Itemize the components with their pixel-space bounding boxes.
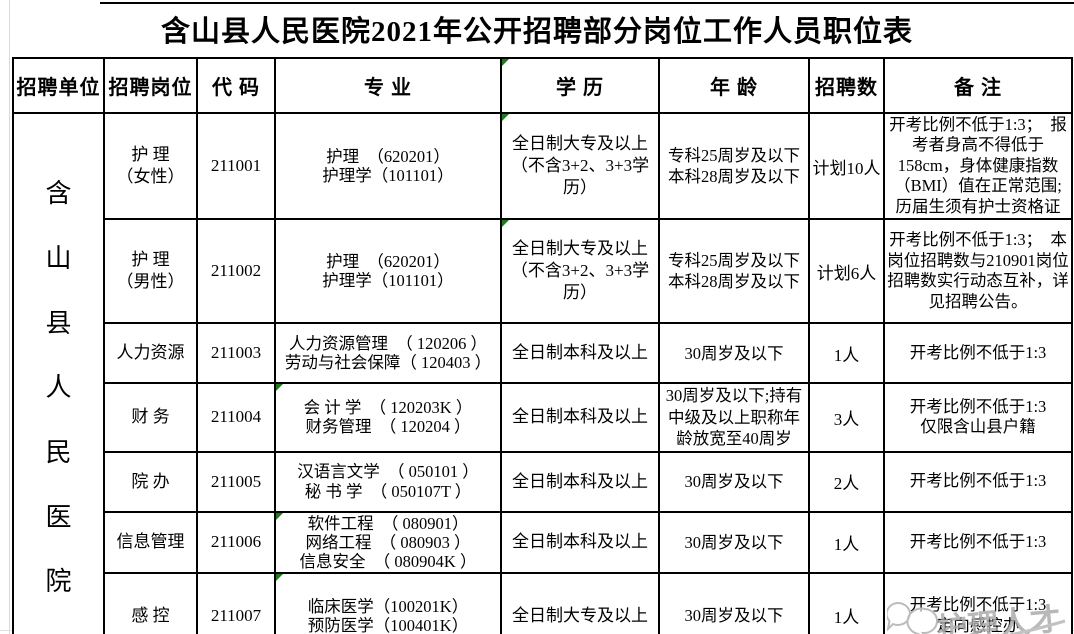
column-header-code: 代 码	[196, 57, 276, 114]
comment-marker	[503, 60, 509, 66]
unit-char: 民	[45, 438, 72, 468]
comment-marker	[503, 221, 509, 228]
gridline-left	[9, 0, 10, 634]
cell-count: 1人	[808, 510, 885, 574]
cell-code: 211002	[196, 218, 276, 325]
cell-age: 30周岁及以下	[658, 571, 810, 634]
comment-marker	[277, 574, 283, 581]
cell-remark: 开考比例不低于1:3	[883, 510, 1073, 574]
column-header-post: 招聘岗位	[103, 57, 198, 114]
comment-marker	[277, 385, 283, 392]
cell-major-text: 会 计 学 （ 120203K ） 财务管理 （ 120204 ）	[303, 398, 473, 437]
cell-count: 1人	[808, 571, 885, 634]
cell-edu-text: 全日制大专及以上（不含3+2、3+3学历）	[510, 133, 650, 198]
column-header-edu-label: 学 历	[556, 77, 604, 99]
column-header-major: 专 业	[274, 57, 502, 114]
cell-remark: 开考比例不低于1:3	[883, 450, 1073, 513]
unit-vertical-name: 含 山 县 人 民 医 院	[16, 133, 101, 634]
cell-count: 3人	[808, 382, 885, 453]
cell-major: 软件工程 （ 080901） 网络工程 （ 080903 ） 信息安全 （ 08…	[274, 510, 502, 574]
cell-major-text: 软件工程 （ 080901） 网络工程 （ 080903 ） 信息安全 （ 08…	[299, 513, 477, 571]
unit-char: 医	[45, 502, 72, 532]
cell-age: 30周岁及以下;持有中级及以上职称年龄放宽至40周岁	[658, 382, 810, 453]
cell-edu: 全日制大专及以上（不含3+2、3+3学历）	[500, 218, 660, 325]
cell-edu: 全日制本科及以上	[500, 322, 660, 385]
cell-edu: 全日制大专及以上（不含3+2、3+3学历）	[500, 111, 660, 221]
cell-major: 护理 （620201） 护理学（101101）	[274, 218, 502, 325]
unit-char: 县	[45, 308, 72, 338]
cell-major: 临床医学（100201K） 预防医学（100401K）	[274, 571, 502, 634]
column-header-count: 招聘数	[808, 57, 885, 114]
cell-code: 211007	[196, 571, 276, 634]
cell-remark: 开考比例不低于1:3； 本岗位招聘数与210901岗位招聘数实行动态互补，详见招…	[883, 218, 1073, 325]
cell-unit-merged: 含 山 县 人 民 医 院	[12, 112, 105, 634]
table-row: 护 理 （男性） 211002 护理 （620201） 护理学（101101） …	[13, 218, 1073, 325]
unit-char: 院	[45, 567, 72, 597]
cell-count: 计划6人	[808, 218, 885, 325]
cell-code: 211003	[196, 322, 276, 385]
cell-post: 院 办	[103, 450, 198, 513]
cell-age: 专科25周岁及以下本科28周岁及以下	[658, 218, 810, 325]
unit-char: 含	[45, 179, 72, 209]
cell-count: 计划10人	[808, 111, 885, 221]
unit-char: 人	[45, 373, 72, 403]
header-row: 招聘单位 招聘岗位 代 码 专 业 学 历 年 龄 招聘数 备 注	[12, 57, 1073, 114]
cell-post: 感 控	[103, 571, 198, 634]
cell-post: 财 务	[103, 382, 198, 453]
cell-age: 30周岁及以下	[658, 322, 810, 385]
table-row: 人力资源 211003 人力资源管理 （ 120206 ） 劳动与社会保障（ 1…	[13, 322, 1073, 385]
cell-major: 护理 （620201） 护理学（101101）	[274, 111, 502, 221]
column-header-remark: 备 注	[883, 57, 1073, 114]
table-row: 财 务 211004 会 计 学 （ 120203K ） 财务管理 （ 1202…	[13, 382, 1073, 453]
cell-remark: 开考比例不低于1:3 定向感控办 护理人才	[883, 571, 1073, 634]
cell-remark: 开考比例不低于1:3	[883, 322, 1073, 385]
cell-remark: 开考比例不低于1:3； 报考者身高不得低于158cm，身体健康指数（BMI）值在…	[883, 111, 1073, 221]
cell-major: 人力资源管理 （ 120206 ） 劳动与社会保障（ 120403 ）	[274, 322, 502, 385]
cell-edu: 全日制本科及以上	[500, 510, 660, 574]
cell-post: 信息管理	[103, 510, 198, 574]
column-header-edu: 学 历	[500, 57, 660, 114]
cell-edu: 全日制本科及以上	[500, 450, 660, 513]
cell-major-text: 临床医学（100201K） 预防医学（100401K）	[307, 596, 469, 634]
comment-marker	[277, 513, 283, 520]
cell-post: 护 理 （女性）	[103, 111, 198, 221]
cell-post: 护 理 （男性）	[103, 218, 198, 325]
column-header-unit: 招聘单位	[12, 57, 105, 114]
cell-major: 汉语言文学 （ 050101 ） 秘 书 学 （ 050107T ）	[274, 450, 502, 513]
cell-code: 211006	[196, 510, 276, 574]
cell-edu: 全日制大专及以上	[500, 571, 660, 634]
table-row: 院 办 211005 汉语言文学 （ 050101 ） 秘 书 学 （ 0501…	[13, 450, 1073, 513]
table-row: 含 山 县 人 民 医 院 护 理 （女性） 211001 护理 （620201…	[12, 111, 1073, 634]
cell-code: 211005	[196, 450, 276, 513]
top-border-line	[100, 2, 1074, 4]
column-header-age: 年 龄	[658, 57, 810, 114]
cell-edu: 全日制本科及以上	[500, 382, 660, 453]
cell-age: 30周岁及以下	[658, 450, 810, 513]
table-row: 感 控 211007 临床医学（100201K） 预防医学（100401K） 全…	[13, 571, 1073, 634]
cell-code: 211004	[196, 382, 276, 453]
cell-post: 人力资源	[103, 322, 198, 385]
unit-char: 山	[45, 243, 72, 273]
position-table: 招聘单位 招聘岗位 代 码 专 业 学 历 年 龄 招聘数 备 注 含 山 县 …	[12, 57, 1073, 634]
cell-major: 会 计 学 （ 120203K ） 财务管理 （ 120204 ）	[274, 382, 502, 453]
table-row: 信息管理 211006 软件工程 （ 080901） 网络工程 （ 080903…	[13, 510, 1073, 574]
cell-remark-text: 开考比例不低于1:3 定向感控办	[909, 595, 1047, 634]
cell-age: 30周岁及以下	[658, 510, 810, 574]
comment-marker	[503, 115, 509, 121]
cell-age: 专科25周岁及以下本科28周岁及以下	[658, 111, 810, 221]
cell-count: 2人	[808, 450, 885, 513]
cell-count: 1人	[808, 322, 885, 385]
cell-code: 211001	[196, 111, 276, 221]
cell-edu-text: 全日制大专及以上（不含3+2、3+3学历）	[510, 239, 650, 303]
cell-remark: 开考比例不低于1:3 仅限含山县户籍	[883, 382, 1073, 453]
page-title: 含山县人民医院2021年公开招聘部分岗位工作人员职位表	[160, 16, 913, 48]
